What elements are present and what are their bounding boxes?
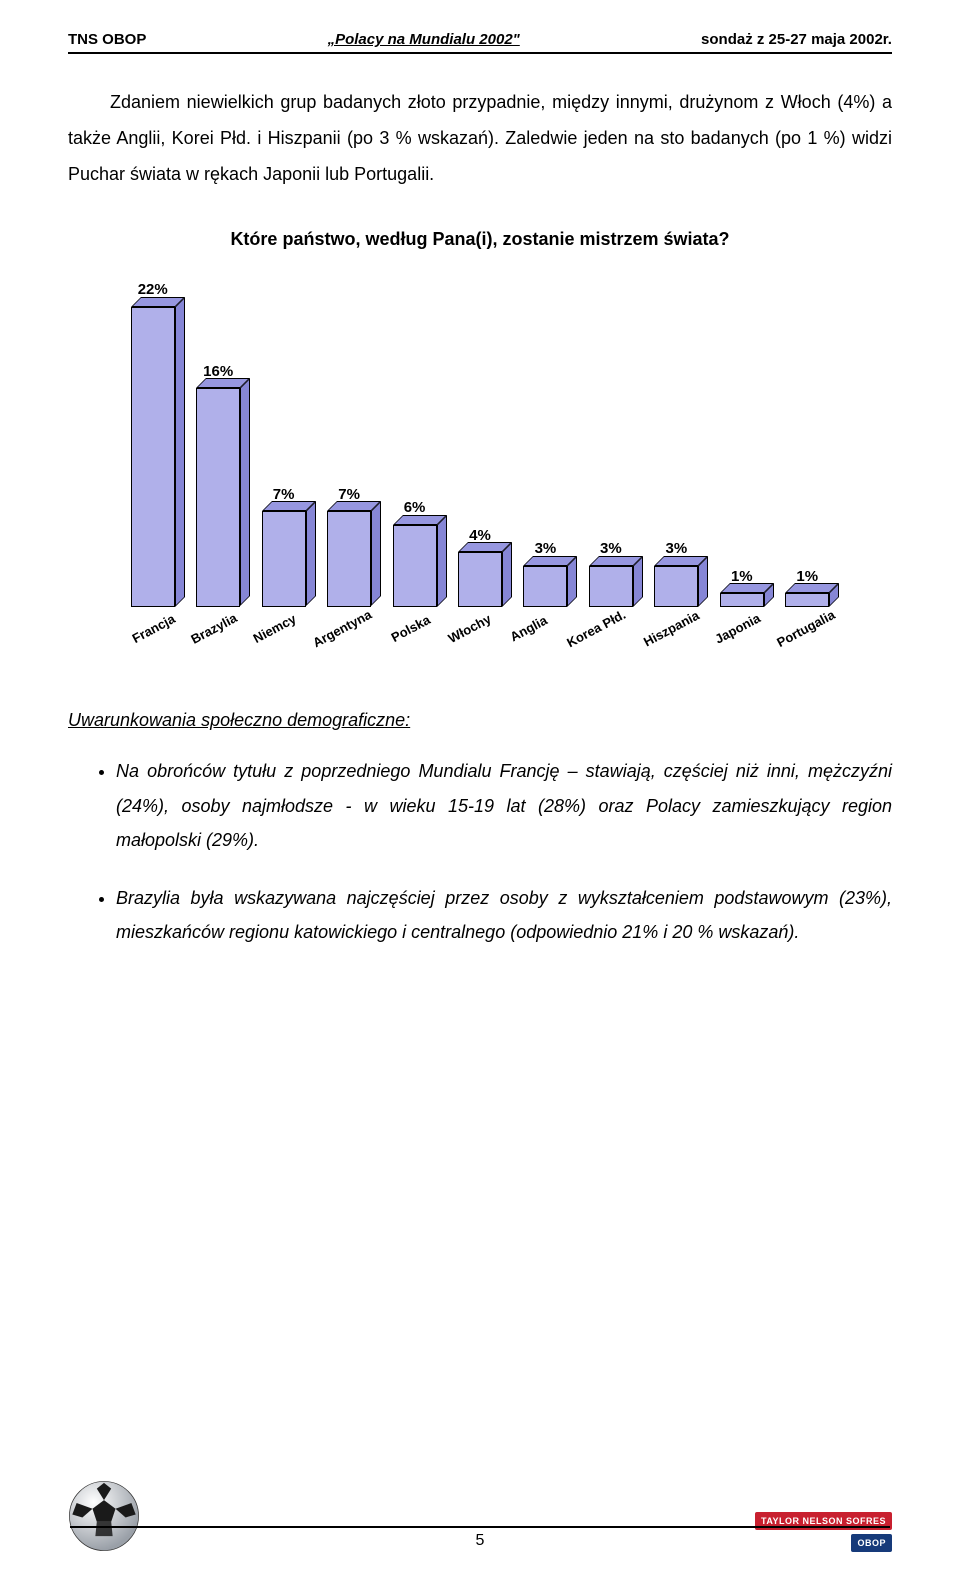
x-axis-label: Polska — [385, 609, 435, 647]
header-bar: TNS OBOP „Polacy na Mundialu 2002" sonda… — [68, 30, 892, 54]
x-axis-label: Korea Płd. — [564, 605, 629, 651]
x-axis-label: Anglia — [504, 609, 554, 647]
chart-bar: 3% — [584, 539, 637, 606]
chart-bar: 4% — [453, 526, 506, 607]
x-axis-label: Argentyna — [310, 605, 375, 651]
page-footer: 5 TAYLOR NELSON SOFRES OBOP — [0, 1480, 960, 1552]
chart-bar: 7% — [322, 485, 375, 607]
header-center: „Polacy na Mundialu 2002" — [328, 30, 520, 50]
intro-paragraph: Zdaniem niewielkich grup badanych złoto … — [68, 84, 892, 192]
chart-plot-area: 22%16%7%7%6%4%3%3%3%1%1% — [120, 277, 840, 607]
chart-bar: 1% — [781, 567, 834, 607]
list-item: Na obrońców tytułu z poprzedniego Mundia… — [116, 754, 892, 857]
x-axis-label: Portugalia — [774, 606, 838, 651]
chart-bar: 6% — [388, 498, 441, 606]
x-axis-label: Brazylia — [188, 609, 240, 648]
x-axis-label: Japonia — [712, 609, 764, 648]
chart-bar: 3% — [650, 539, 703, 606]
header-left: TNS OBOP — [68, 30, 146, 50]
chart-title: Które państwo, według Pana(i), zostanie … — [68, 227, 892, 251]
x-axis-label: Hiszpania — [640, 606, 702, 650]
x-axis-label: Niemcy — [250, 609, 300, 647]
bar-chart: 22%16%7%7%6%4%3%3%3%1%1% FrancjaBrazylia… — [120, 277, 840, 639]
x-axis-label: Włochy — [445, 609, 495, 647]
document-page: TNS OBOP „Polacy na Mundialu 2002" sonda… — [0, 0, 960, 1580]
bullet-list: Na obrońców tytułu z poprzedniego Mundia… — [68, 754, 892, 949]
x-axis-label: Francja — [129, 609, 179, 647]
header-right: sondaż z 25-27 maja 2002r. — [701, 30, 892, 50]
list-item: Brazylia była wskazywana najczęściej prz… — [116, 881, 892, 949]
page-number: 5 — [70, 1526, 890, 1552]
chart-bar: 1% — [715, 567, 768, 607]
chart-x-axis: FrancjaBrazyliaNiemcyArgentynaPolskaWłoc… — [120, 611, 840, 639]
chart-bar: 16% — [191, 362, 244, 606]
chart-bar: 3% — [519, 539, 572, 606]
chart-bar: 22% — [126, 280, 179, 606]
section-heading: Uwarunkowania społeczno demograficzne: — [68, 708, 892, 732]
chart-bar: 7% — [257, 485, 310, 607]
